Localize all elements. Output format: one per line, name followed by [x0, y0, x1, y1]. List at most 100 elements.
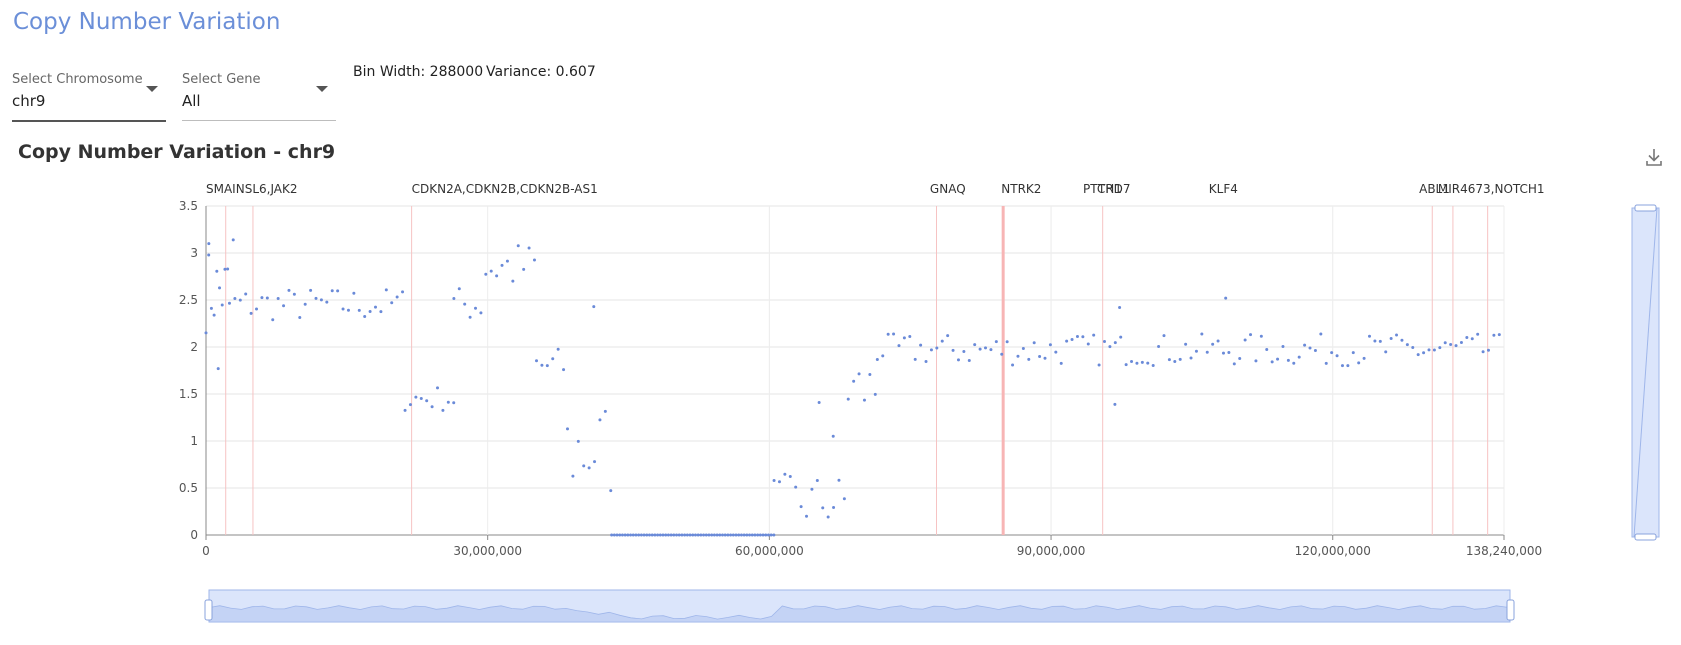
- data-point: [642, 533, 646, 537]
- y-zoom-bottom-handle[interactable]: [1634, 533, 1657, 541]
- data-point: [718, 533, 722, 537]
- navigator-left-handle[interactable]: [204, 599, 213, 621]
- chevron-down-icon: [146, 86, 158, 92]
- data-point: [658, 533, 662, 537]
- gene-label: MIR4673,NOTCH1: [1438, 182, 1545, 196]
- data-point: [532, 258, 536, 262]
- data-point: [908, 334, 912, 338]
- data-point: [852, 379, 856, 383]
- data-point: [637, 533, 641, 537]
- data-point: [1340, 364, 1344, 368]
- data-point: [401, 290, 405, 294]
- data-point: [756, 533, 760, 537]
- data-point: [1027, 357, 1031, 361]
- data-point: [1232, 362, 1236, 366]
- data-point: [1432, 348, 1436, 352]
- data-point: [209, 306, 213, 310]
- data-point: [609, 489, 613, 493]
- data-point: [603, 409, 607, 413]
- y-zoom-slider[interactable]: [1631, 204, 1660, 541]
- data-point: [1292, 361, 1296, 365]
- data-point: [598, 418, 602, 422]
- data-point: [1459, 341, 1463, 345]
- data-point: [1054, 350, 1058, 354]
- data-point: [831, 434, 835, 438]
- data-point: [592, 305, 596, 309]
- gene-select[interactable]: Select Gene All: [182, 68, 336, 121]
- data-point: [929, 348, 933, 352]
- data-point: [685, 533, 689, 537]
- chromosome-select[interactable]: Select Chromosome chr9: [12, 68, 166, 122]
- data-point: [1303, 343, 1307, 347]
- data-point: [207, 253, 211, 257]
- data-point: [244, 292, 248, 296]
- data-point: [1454, 344, 1458, 348]
- data-point: [978, 347, 982, 351]
- data-point: [1481, 350, 1485, 354]
- data-point: [610, 533, 614, 537]
- data-point: [500, 263, 504, 267]
- data-point: [352, 291, 356, 295]
- gene-label: GNAQ: [930, 182, 966, 196]
- y-tick-label: 1.5: [179, 387, 198, 401]
- data-point: [1205, 350, 1209, 354]
- data-point: [436, 386, 440, 390]
- data-point: [1465, 336, 1469, 340]
- data-point: [265, 296, 269, 300]
- data-point: [484, 272, 488, 276]
- data-point: [1011, 363, 1015, 367]
- page-title: Copy Number Variation: [13, 9, 281, 35]
- variance-text: Variance: 0.607: [486, 64, 596, 80]
- y-zoom-top-handle[interactable]: [1634, 204, 1657, 212]
- range-navigator[interactable]: [204, 589, 1515, 623]
- data-point: [452, 297, 456, 301]
- data-point: [764, 533, 768, 537]
- data-point: [946, 334, 950, 338]
- data-point: [723, 533, 727, 537]
- data-point: [715, 533, 719, 537]
- data-point: [626, 533, 630, 537]
- data-point: [712, 533, 716, 537]
- download-icon[interactable]: [1644, 146, 1664, 168]
- data-point: [696, 533, 700, 537]
- y-tick-label: 2.5: [179, 293, 198, 307]
- data-point: [1227, 350, 1231, 354]
- data-point: [734, 533, 738, 537]
- data-point: [1146, 361, 1150, 365]
- data-point: [956, 358, 960, 362]
- gene-select-label: Select Gene: [182, 72, 261, 87]
- data-point: [661, 533, 665, 537]
- y-tick-label: 3: [190, 246, 198, 260]
- data-point: [1411, 346, 1415, 350]
- data-point: [1351, 351, 1355, 355]
- navigator-right-handle[interactable]: [1506, 599, 1515, 621]
- data-point: [1178, 357, 1182, 361]
- data-point: [516, 244, 520, 248]
- data-point: [1238, 356, 1242, 360]
- data-point: [688, 533, 692, 537]
- data-point: [1249, 333, 1253, 337]
- navigator-area: [208, 605, 1511, 623]
- gene-label: TRD7: [1097, 182, 1131, 196]
- data-point: [314, 296, 318, 300]
- data-point: [984, 346, 988, 350]
- data-point: [593, 460, 597, 464]
- data-point: [1081, 335, 1085, 339]
- data-point: [446, 400, 450, 404]
- data-point: [1194, 349, 1198, 353]
- data-point: [463, 302, 467, 306]
- data-point: [1119, 335, 1123, 339]
- data-point: [731, 533, 735, 537]
- data-point: [276, 296, 280, 300]
- data-point: [1281, 345, 1285, 349]
- data-point: [1173, 360, 1177, 364]
- data-point: [527, 246, 531, 250]
- data-point: [1276, 357, 1280, 361]
- data-point: [962, 350, 966, 354]
- data-point: [1092, 333, 1096, 337]
- data-point: [826, 515, 830, 519]
- data-point: [1032, 341, 1036, 345]
- data-point: [1395, 333, 1399, 337]
- data-point: [1102, 339, 1106, 343]
